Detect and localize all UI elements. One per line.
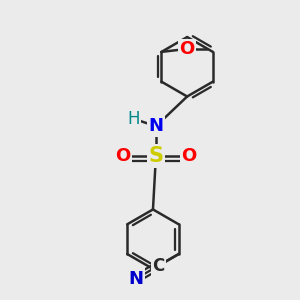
Text: N: N	[148, 117, 164, 135]
Text: N: N	[129, 269, 144, 287]
Text: C: C	[152, 257, 164, 275]
Text: S: S	[148, 146, 164, 166]
Text: H: H	[128, 110, 140, 128]
Text: O: O	[116, 147, 131, 165]
Text: O: O	[179, 40, 194, 58]
Text: O: O	[181, 147, 196, 165]
